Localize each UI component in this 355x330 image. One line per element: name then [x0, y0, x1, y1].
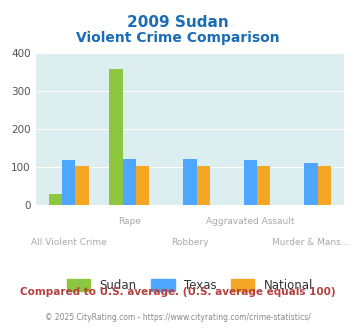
Text: Rape: Rape [118, 217, 141, 226]
Bar [136, 166, 149, 205]
Text: Violent Crime Comparison: Violent Crime Comparison [76, 31, 279, 45]
Text: All Violent Crime: All Violent Crime [31, 238, 107, 247]
Bar [49, 194, 62, 205]
Bar [244, 160, 257, 205]
Bar [62, 160, 76, 205]
Bar [183, 159, 197, 205]
Text: Compared to U.S. average. (U.S. average equals 100): Compared to U.S. average. (U.S. average … [20, 287, 335, 297]
Text: Murder & Mans...: Murder & Mans... [272, 238, 350, 247]
Text: Robbery: Robbery [171, 238, 209, 247]
Bar [76, 166, 89, 205]
Text: 2009 Sudan: 2009 Sudan [127, 15, 228, 30]
Text: Aggravated Assault: Aggravated Assault [206, 217, 295, 226]
Bar [109, 69, 123, 205]
Legend: Sudan, Texas, National: Sudan, Texas, National [62, 274, 318, 297]
Bar [257, 166, 271, 205]
Bar [304, 163, 318, 205]
Text: © 2025 CityRating.com - https://www.cityrating.com/crime-statistics/: © 2025 CityRating.com - https://www.city… [45, 313, 310, 322]
Bar [318, 166, 331, 205]
Bar [197, 166, 210, 205]
Bar [123, 159, 136, 205]
